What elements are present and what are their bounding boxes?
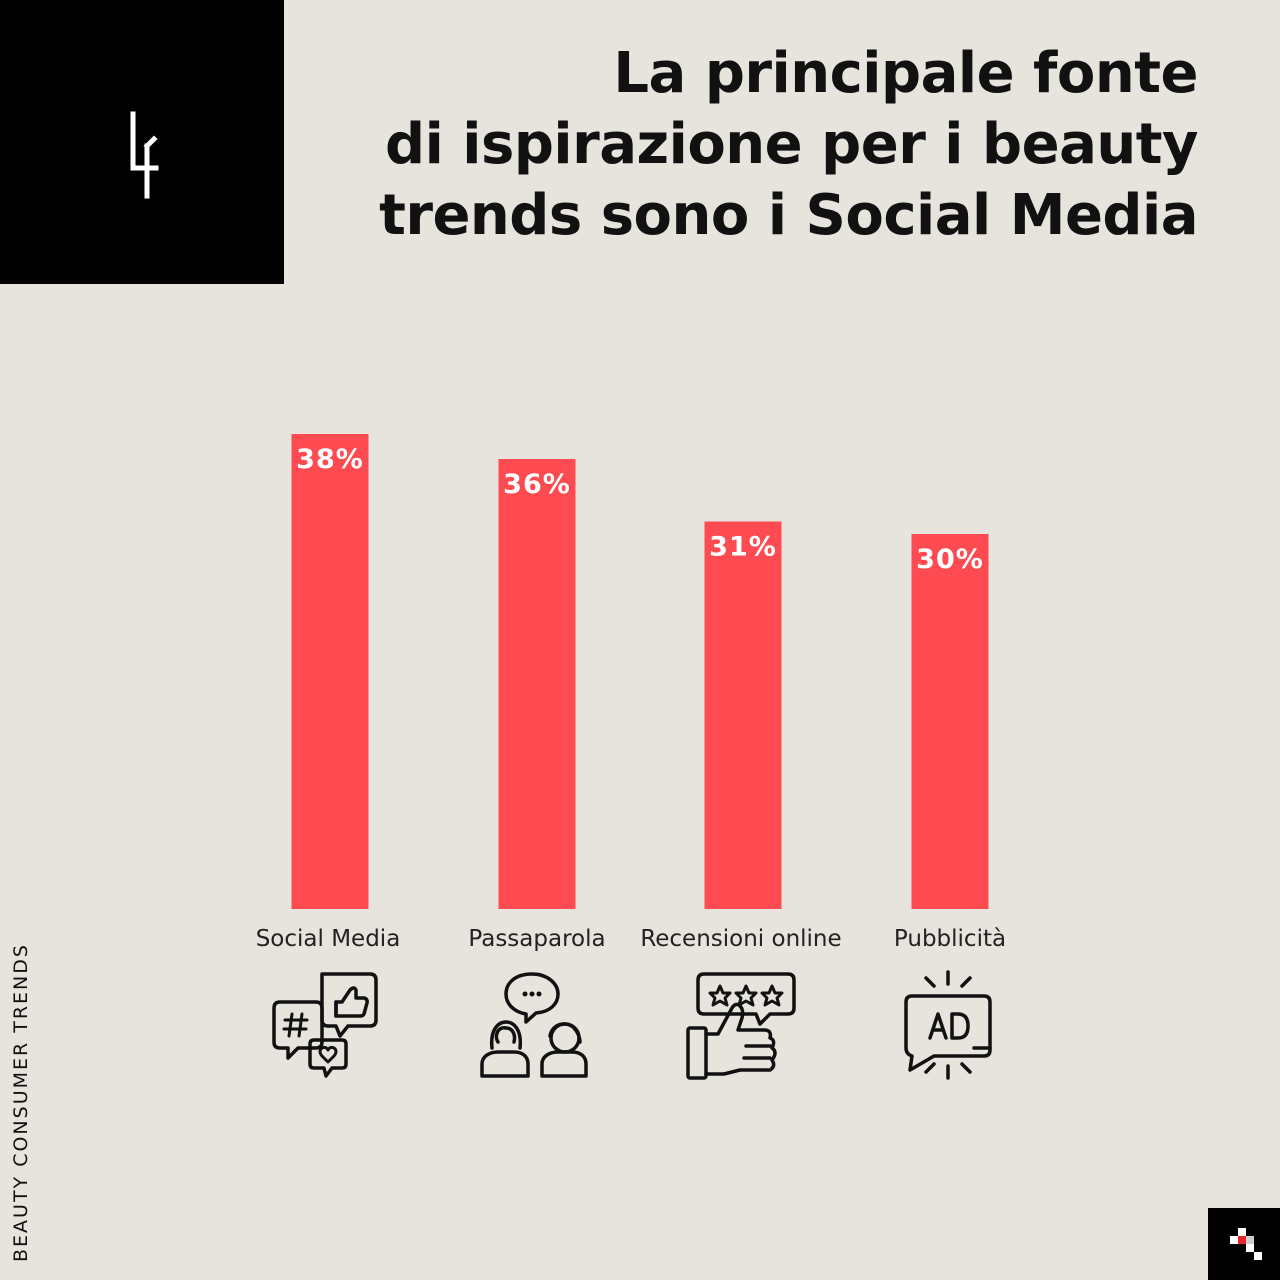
bar-passaparola <box>498 459 576 909</box>
social-media-icon <box>272 972 378 1078</box>
bar-pubblicita <box>911 534 989 909</box>
value-label-passaparola: 36% <box>503 469 571 500</box>
page-title: La principale fonte di ispirazione per i… <box>338 38 1198 251</box>
slide-number-icon: 4 <box>130 111 159 199</box>
value-label-social-media: 38% <box>296 444 364 475</box>
brand-logo <box>1208 1208 1280 1280</box>
category-label-pubblicita: Pubblicità <box>893 926 1007 952</box>
side-label: BEAUTY CONSUMER TRENDS <box>10 943 32 1262</box>
title-line-2: di ispirazione per i beauty <box>385 112 1198 177</box>
value-label-pubblicita: 30% <box>916 544 984 575</box>
title-line-3: trends sono i Social Media <box>379 183 1198 248</box>
brand-logo-icon <box>1230 1228 1262 1260</box>
online-review-icon <box>686 972 796 1080</box>
word-of-mouth-icon <box>480 972 588 1078</box>
advertising-icon <box>904 970 992 1080</box>
title-line-1: La principale fonte <box>613 41 1198 106</box>
bar-recensioni-online <box>704 521 782 909</box>
slide-number-badge: 4 <box>0 0 284 284</box>
category-label-passaparola: Passaparola <box>468 926 606 952</box>
bar-social-media <box>291 434 369 909</box>
value-label-recensioni-online: 31% <box>709 532 777 563</box>
category-label-recensioni-online: Recensioni online <box>640 926 842 952</box>
category-label-social-media: Social Media <box>255 926 401 952</box>
